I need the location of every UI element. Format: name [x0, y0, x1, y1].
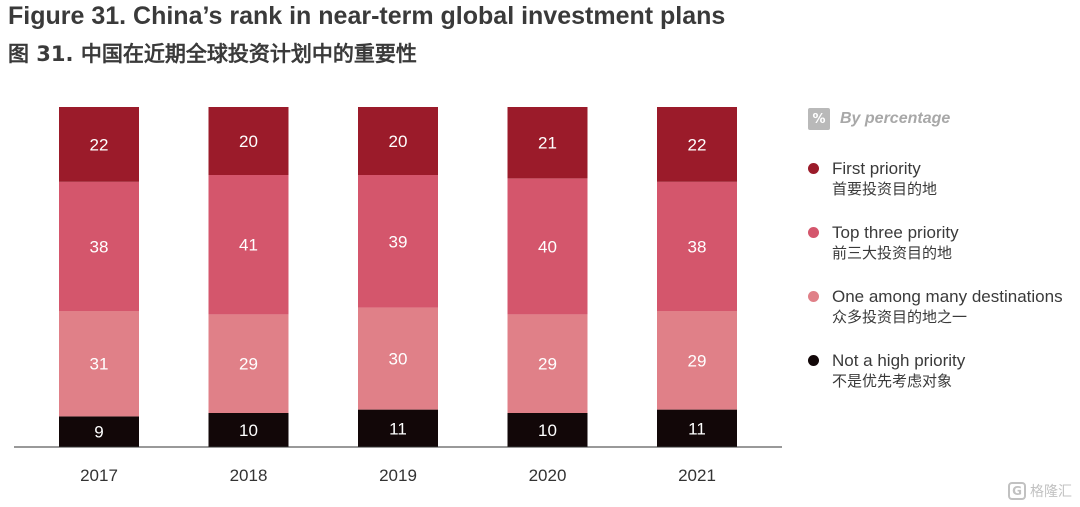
data-label-not_high-2019: 11	[389, 419, 407, 438]
bar-segment-not_high-2020	[507, 413, 588, 447]
legend: % By percentage First priority 首要投资目的地 Top…	[808, 108, 1078, 392]
data-label-first_priority-2018: 20	[239, 132, 258, 151]
chart-subtitle: 图 31. 中国在近期全球投资计划中的重要性	[8, 42, 417, 66]
legend-item-top_three: Top three priority 前三大投资目的地	[808, 222, 1078, 264]
bar-segment-first_priority-2021	[657, 107, 737, 182]
data-label-not_high-2018: 10	[239, 421, 258, 440]
data-label-not_high-2020: 10	[538, 421, 557, 440]
legend-dot-icon	[808, 163, 819, 174]
data-label-top_three-2020: 40	[538, 237, 557, 256]
bar-segment-not_high-2021	[657, 409, 737, 447]
data-label-not_high-2021: 11	[688, 419, 706, 438]
bar-segment-top_three-2019	[358, 175, 438, 308]
legend-label-cn: 前三大投资目的地	[832, 244, 953, 262]
data-label-not_high-2017: 9	[94, 423, 103, 442]
legend-label-cn: 不是优先考虑对象	[832, 372, 953, 390]
bar-segment-top_three-2017	[59, 181, 139, 311]
x-tick-label-2019: 2019	[379, 466, 417, 485]
legend-dot-icon	[808, 355, 819, 366]
bar-segment-one_among_many-2019	[358, 307, 438, 410]
x-tick-label-2021: 2021	[678, 466, 716, 485]
data-label-first_priority-2021: 22	[688, 135, 707, 154]
data-label-top_three-2021: 38	[688, 237, 707, 256]
legend-item-first_priority: First priority 首要投资目的地	[808, 158, 1078, 200]
data-label-one_among_many-2017: 31	[90, 355, 109, 374]
bar-segment-not_high-2018	[208, 413, 289, 447]
x-tick-label-2018: 2018	[230, 466, 268, 485]
bar-segment-one_among_many-2018	[208, 314, 289, 413]
bar-segment-one_among_many-2020	[507, 314, 588, 413]
data-label-one_among_many-2021: 29	[688, 351, 707, 370]
legend-label-en: One among many destinations	[832, 287, 1063, 306]
legend-label-en: Not a high priority	[832, 351, 966, 370]
bar-segment-not_high-2017	[59, 416, 139, 447]
data-label-one_among_many-2019: 30	[389, 350, 408, 369]
data-label-first_priority-2020: 21	[538, 134, 557, 153]
data-label-top_three-2017: 38	[90, 237, 109, 256]
legend-item-not_high: Not a high priority 不是优先考虑对象	[808, 350, 1078, 392]
x-tick-label-2020: 2020	[529, 466, 567, 485]
data-label-top_three-2019: 39	[389, 232, 408, 251]
bar-segment-one_among_many-2017	[59, 311, 139, 417]
data-label-one_among_many-2020: 29	[538, 355, 557, 374]
legend-label-en: First priority	[832, 159, 921, 178]
bar-segment-one_among_many-2021	[657, 311, 737, 410]
legend-title: By percentage	[840, 110, 951, 127]
bar-segment-top_three-2021	[657, 181, 737, 311]
watermark-text: 格隆汇	[1030, 484, 1072, 500]
legend-text: One among many destinations 众多投资目的地之一	[832, 286, 1063, 328]
bar-segment-first_priority-2018	[208, 107, 289, 175]
chart-title: Figure 31. China’s rank in near-term glo…	[8, 2, 726, 30]
legend-header: % By percentage	[808, 108, 1078, 130]
legend-dot-icon	[808, 227, 819, 238]
bar-segment-first_priority-2020	[507, 107, 588, 179]
stacked-bar-chart: 9313822201710294120201811303920201910294…	[14, 107, 782, 485]
data-label-one_among_many-2018: 29	[239, 355, 258, 374]
legend-items: First priority 首要投资目的地 Top three priority 前…	[808, 158, 1078, 392]
bar-segment-first_priority-2019	[358, 107, 438, 175]
data-label-first_priority-2019: 20	[389, 132, 408, 151]
legend-text: First priority 首要投资目的地	[832, 158, 937, 200]
legend-dot-icon	[808, 291, 819, 302]
watermark: G 格隆汇	[1008, 481, 1072, 501]
legend-text: Top three priority 前三大投资目的地	[832, 222, 959, 264]
x-tick-label-2017: 2017	[80, 466, 118, 485]
legend-label-cn: 众多投资目的地之一	[832, 308, 968, 326]
bar-segment-not_high-2019	[358, 409, 438, 447]
bar-segment-first_priority-2017	[59, 107, 139, 182]
percent-icon: %	[808, 108, 830, 130]
data-label-top_three-2018: 41	[239, 236, 258, 255]
bar-segment-top_three-2018	[208, 175, 289, 315]
bar-segment-top_three-2020	[507, 178, 588, 315]
watermark-logo-icon: G	[1008, 482, 1026, 500]
legend-text: Not a high priority 不是优先考虑对象	[832, 350, 965, 392]
legend-label-cn: 首要投资目的地	[832, 180, 938, 198]
legend-item-one_among_many: One among many destinations 众多投资目的地之一	[808, 286, 1078, 328]
legend-label-en: Top three priority	[832, 223, 959, 242]
data-label-first_priority-2017: 22	[90, 135, 109, 154]
